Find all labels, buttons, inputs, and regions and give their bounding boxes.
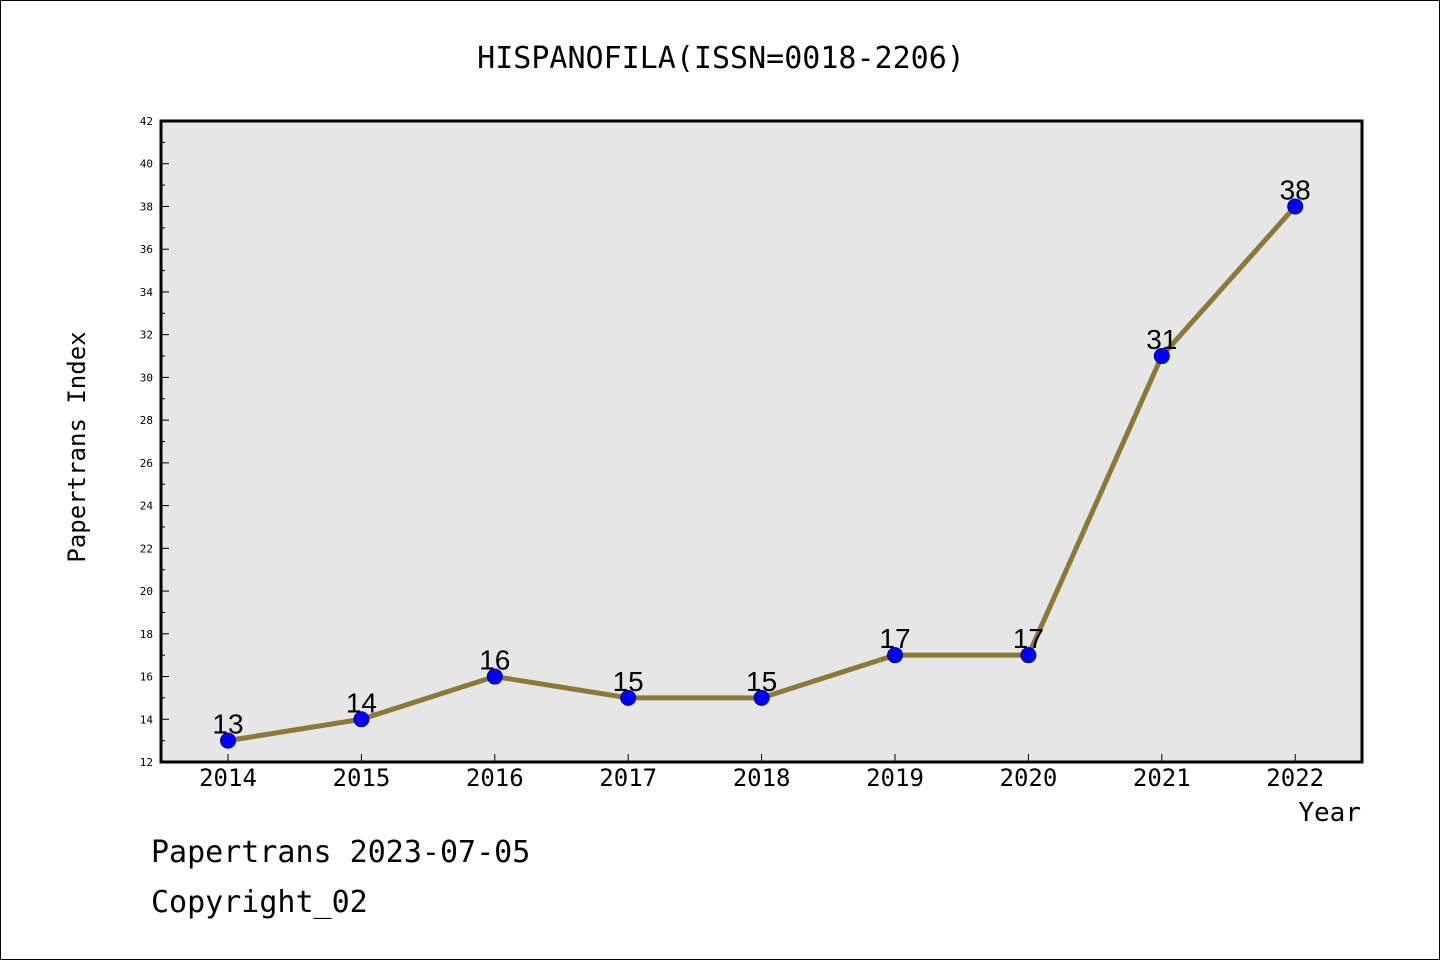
x-tick-label: 2016 (466, 764, 524, 792)
x-axis-label: Year (1298, 798, 1361, 828)
y-tick-label: 24 (140, 500, 154, 513)
data-point (620, 689, 637, 706)
footer-date-text: Papertrans 2023-07-05 (151, 835, 531, 870)
x-tick-label: 2014 (199, 764, 257, 792)
x-tick-label: 2021 (1133, 764, 1191, 792)
y-tick-label: 14 (140, 713, 154, 726)
data-point (1153, 348, 1170, 365)
y-tick-label: 18 (140, 628, 153, 641)
data-label: 13 (212, 709, 243, 740)
y-tick-label: 16 (140, 671, 153, 684)
data-point (486, 668, 503, 685)
x-tick-label: 2022 (1266, 764, 1324, 792)
x-tick-label: 2020 (1000, 764, 1058, 792)
plot-frame (159, 119, 1364, 764)
data-label: 15 (613, 666, 644, 697)
data-point (753, 689, 770, 706)
y-tick-label: 22 (140, 542, 153, 555)
y-tick-label: 12 (140, 756, 153, 769)
y-tick-label: 32 (140, 329, 153, 342)
data-point (353, 711, 370, 728)
data-point (887, 647, 903, 664)
chart-title: HISPANOFILA(ISSN=0018-2206) (477, 41, 965, 76)
y-tick-label: 28 (140, 414, 153, 427)
x-tick-label: 2018 (733, 764, 791, 792)
data-label: 17 (879, 623, 910, 654)
y-axis-label: Papertrans Index (63, 331, 91, 562)
y-tick-label: 34 (140, 286, 154, 299)
data-labels-layer: 13 14 16 15 15 17 17 31 38 (212, 174, 1310, 739)
data-label: 14 (346, 687, 377, 718)
data-point (1020, 647, 1037, 664)
y-tick-label: 42 (140, 115, 153, 128)
data-label: 31 (1146, 324, 1177, 355)
data-label: 38 (1280, 174, 1311, 205)
plot-area (161, 121, 1362, 762)
x-tick-label: 2017 (599, 764, 657, 792)
y-tick-label: 36 (140, 243, 153, 256)
data-label: 17 (1013, 623, 1044, 654)
y-tick-label: 38 (140, 200, 153, 213)
footer-copyright-text: Copyright_02 (151, 885, 368, 920)
data-label: 16 (479, 645, 510, 676)
x-tick-label: 2015 (333, 764, 391, 792)
y-tick-label: 20 (140, 585, 153, 598)
y-tick-label: 40 (140, 158, 153, 171)
data-point (220, 732, 236, 749)
data-label: 15 (746, 666, 777, 697)
y-tick-label: 30 (140, 371, 153, 384)
series-layer (220, 198, 1304, 749)
data-point (1287, 198, 1304, 215)
x-tick-label: 2019 (866, 764, 924, 792)
y-tick-label: 26 (140, 457, 153, 470)
